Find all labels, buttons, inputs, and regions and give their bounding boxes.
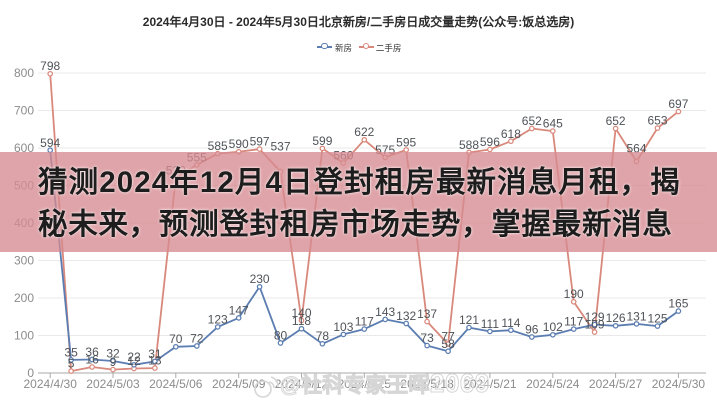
svg-text:597: 597	[250, 135, 270, 149]
svg-text:78: 78	[316, 329, 330, 343]
svg-text:2024/5/03: 2024/5/03	[86, 377, 140, 391]
svg-text:596: 596	[480, 135, 500, 149]
svg-text:595: 595	[396, 135, 416, 149]
svg-text:96: 96	[525, 323, 539, 337]
svg-text:32: 32	[106, 347, 120, 361]
svg-text:2024/5/18: 2024/5/18	[400, 377, 454, 391]
svg-text:537: 537	[270, 140, 290, 154]
svg-text:600: 600	[14, 141, 34, 155]
svg-text:117: 117	[564, 315, 583, 329]
svg-text:594: 594	[40, 136, 60, 150]
svg-text:9: 9	[110, 355, 117, 369]
svg-text:190: 190	[564, 287, 584, 301]
svg-text:117: 117	[355, 315, 374, 329]
svg-text:618: 618	[501, 127, 521, 141]
svg-text:645: 645	[543, 117, 563, 131]
svg-text:697: 697	[668, 97, 688, 111]
svg-text:230: 230	[250, 272, 270, 286]
svg-text:652: 652	[522, 114, 542, 128]
svg-text:2024/5/24: 2024/5/24	[526, 377, 580, 391]
svg-text:2024/5/27: 2024/5/27	[589, 377, 643, 391]
svg-text:132: 132	[396, 309, 416, 323]
svg-text:590: 590	[229, 137, 249, 151]
svg-text:2024/4/30: 2024/4/30	[24, 377, 78, 391]
svg-text:652: 652	[606, 114, 626, 128]
svg-text:109: 109	[585, 318, 605, 332]
svg-text:77: 77	[441, 330, 455, 344]
svg-text:12: 12	[127, 354, 141, 368]
svg-text:2024/5/21: 2024/5/21	[463, 377, 517, 391]
svg-text:143: 143	[375, 305, 395, 319]
svg-text:70: 70	[169, 332, 183, 346]
svg-text:123: 123	[208, 312, 228, 326]
svg-text:137: 137	[417, 307, 437, 321]
svg-text:622: 622	[354, 125, 374, 139]
svg-text:125: 125	[647, 312, 667, 326]
svg-text:585: 585	[208, 139, 228, 153]
svg-text:31: 31	[148, 347, 162, 361]
svg-text:131: 131	[626, 309, 646, 323]
svg-text:102: 102	[543, 320, 563, 334]
svg-text:300: 300	[14, 254, 34, 268]
svg-text:36: 36	[85, 345, 99, 359]
svg-text:35: 35	[64, 345, 78, 359]
svg-text:103: 103	[333, 320, 353, 334]
svg-text:73: 73	[420, 331, 434, 345]
svg-text:140: 140	[291, 306, 311, 320]
svg-text:588: 588	[459, 138, 479, 152]
svg-text:72: 72	[190, 332, 204, 346]
svg-text:147: 147	[229, 303, 249, 317]
svg-text:800: 800	[14, 66, 34, 80]
svg-text:200: 200	[14, 291, 34, 305]
svg-text:2024/5/30: 2024/5/30	[652, 377, 706, 391]
svg-text:58: 58	[441, 337, 455, 351]
svg-text:599: 599	[312, 134, 332, 148]
svg-text:2024/5/09: 2024/5/09	[212, 377, 266, 391]
svg-text:114: 114	[501, 316, 520, 330]
svg-text:16: 16	[85, 353, 99, 367]
svg-text:700: 700	[14, 104, 34, 118]
svg-text:2024/5/15: 2024/5/15	[338, 377, 392, 391]
svg-text:0: 0	[27, 366, 34, 380]
svg-text:126: 126	[606, 311, 626, 325]
svg-text:13: 13	[148, 354, 162, 368]
svg-text:5: 5	[68, 357, 75, 371]
svg-text:100: 100	[14, 329, 34, 343]
svg-text:111: 111	[481, 317, 500, 331]
svg-text:80: 80	[274, 329, 288, 343]
svg-text:129: 129	[585, 310, 605, 324]
svg-text:118: 118	[292, 314, 311, 328]
svg-text:121: 121	[459, 313, 479, 327]
svg-text:798: 798	[40, 59, 60, 73]
svg-text:165: 165	[668, 297, 688, 311]
svg-text:2024/5/06: 2024/5/06	[149, 377, 203, 391]
svg-text:653: 653	[647, 114, 667, 128]
svg-text:22: 22	[127, 350, 141, 364]
svg-text:2024/5/12: 2024/5/12	[275, 377, 329, 391]
